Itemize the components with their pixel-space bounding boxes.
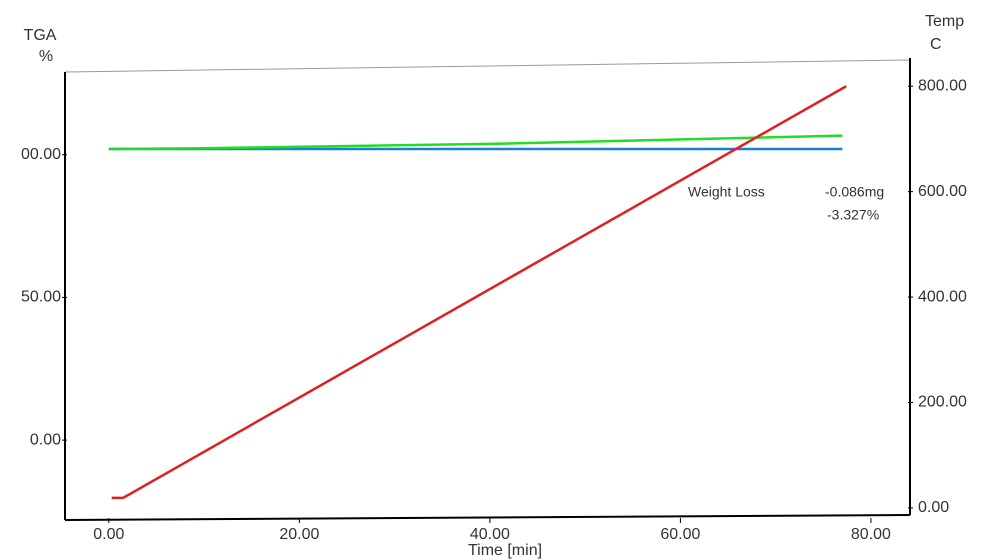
x-tick-label: 80.00 — [851, 526, 891, 543]
y2-tick-label: 600.00 — [918, 183, 967, 200]
y2-tick-label: 200.00 — [918, 394, 967, 411]
y-tick-label: 0.00 — [30, 431, 61, 448]
annotation: -3.327% — [827, 207, 879, 223]
annotation: Weight Loss — [688, 184, 765, 200]
x-axis-label: Time [min] — [468, 542, 542, 559]
x-axis — [64, 514, 911, 521]
annotation: -0.086mg — [825, 184, 884, 200]
y-axis-label: TGA — [24, 27, 57, 44]
y-tick-label: 50.00 — [21, 289, 61, 306]
x-tick-label: 40.00 — [470, 526, 510, 543]
data-line — [108, 134, 843, 151]
y2-axis-unit: C — [930, 36, 942, 53]
x-tick-label: 20.00 — [279, 526, 319, 543]
x-tick-label: 0.00 — [93, 526, 124, 543]
y-axis-unit: % — [39, 48, 53, 65]
y2-tick-label: 0.00 — [918, 499, 949, 516]
y2-tick-label: 400.00 — [918, 288, 967, 305]
y2-tick-label: 800.00 — [918, 77, 967, 94]
data-line — [111, 85, 847, 500]
y-tick-label: 00.00 — [21, 146, 61, 163]
y2-axis-label: Temp — [925, 13, 964, 30]
x-tick-label: 60.00 — [660, 526, 700, 543]
frame-top — [64, 59, 911, 73]
